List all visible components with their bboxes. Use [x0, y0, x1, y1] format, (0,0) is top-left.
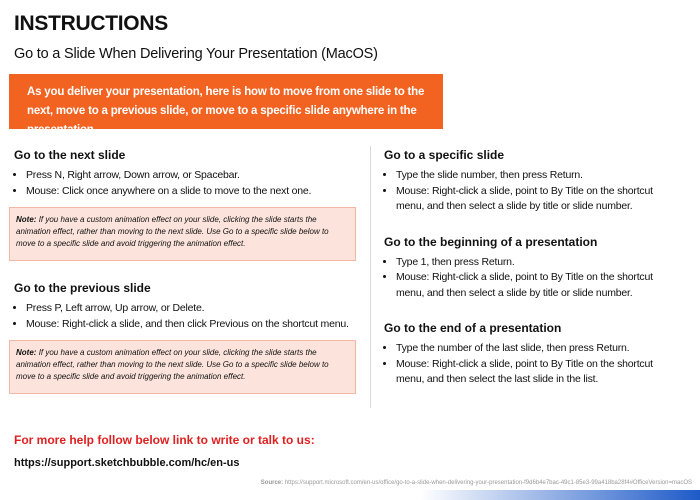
bullet-list: Type the number of the last slide, then …: [384, 341, 664, 388]
subtitle: Go to a Slide When Delivering Your Prese…: [14, 46, 378, 62]
bullet-list: Type 1, then press Return.Mouse: Right-c…: [384, 255, 664, 302]
title: INSTRUCTIONS: [14, 12, 168, 35]
source-label: Source:: [260, 480, 284, 486]
bullet: Type the number of the last slide, then …: [396, 341, 664, 357]
note-label: Note:: [16, 215, 37, 224]
decoration: [420, 490, 700, 500]
divider: [370, 146, 371, 408]
section: Go to the end of a presentation Type the …: [384, 321, 664, 388]
section-heading: Go to the beginning of a presentation: [384, 234, 598, 249]
section-heading: Go to a specific slide: [384, 148, 505, 162]
bullet-list: Press P, Left arrow, Up arrow, or Delete…: [14, 301, 356, 332]
note-text: If you have a custom animation effect on…: [16, 348, 329, 381]
section-heading: Go to the next slide: [14, 148, 126, 162]
section: Go to the beginning of a presentation Typ…: [384, 235, 664, 302]
bullet-list: Press N, Right arrow, Down arrow, or Spa…: [14, 168, 356, 199]
banner: As you deliver your presentation, here i…: [9, 74, 443, 136]
help-text: For more help follow below link to write…: [14, 433, 315, 447]
right-column: Go to a specific slide Type the slide num…: [384, 148, 664, 408]
note: Note: If you have a custom animation eff…: [9, 207, 356, 261]
source: Source: https://support.microsoft.com/en…: [261, 480, 692, 486]
note-label: Note:: [16, 348, 37, 357]
bullet: Mouse: Click once anywhere on a slide to…: [26, 184, 356, 200]
note: Note: If you have a custom animation eff…: [9, 340, 356, 394]
bullet: Type 1, then press Return.: [396, 255, 664, 271]
section-heading: Go to the end of a presentation: [384, 321, 562, 335]
bullet: Mouse: Right-click a slide, point to By …: [396, 270, 664, 301]
bullet: Press P, Left arrow, Up arrow, or Delete…: [26, 301, 356, 317]
bullet: Press N, Right arrow, Down arrow, or Spa…: [26, 168, 356, 184]
section-heading: Go to the previous slide: [14, 281, 151, 295]
section: Go to the next slide Press N, Right arrow…: [9, 148, 356, 261]
bullet: Mouse: Right-click a slide, point to By …: [396, 184, 664, 215]
bullet: Mouse: Right-click a slide, point to By …: [396, 357, 664, 388]
source-url[interactable]: https://support.microsoft.com/en-us/offi…: [284, 480, 692, 486]
help-link[interactable]: https://support.sketchbubble.com/hc/en-u…: [14, 457, 240, 469]
bullet: Type the slide number, then press Return…: [396, 168, 664, 184]
note-text: If you have a custom animation effect on…: [16, 215, 329, 248]
section: Go to a specific slide Type the slide num…: [384, 148, 664, 215]
section: Go to the previous slide Press P, Left ar…: [9, 281, 356, 394]
left-column: Go to the next slide Press N, Right arrow…: [9, 148, 356, 414]
bullet-list: Type the slide number, then press Return…: [384, 168, 664, 215]
bullet: Mouse: Right-click a slide, and then cli…: [26, 317, 356, 333]
